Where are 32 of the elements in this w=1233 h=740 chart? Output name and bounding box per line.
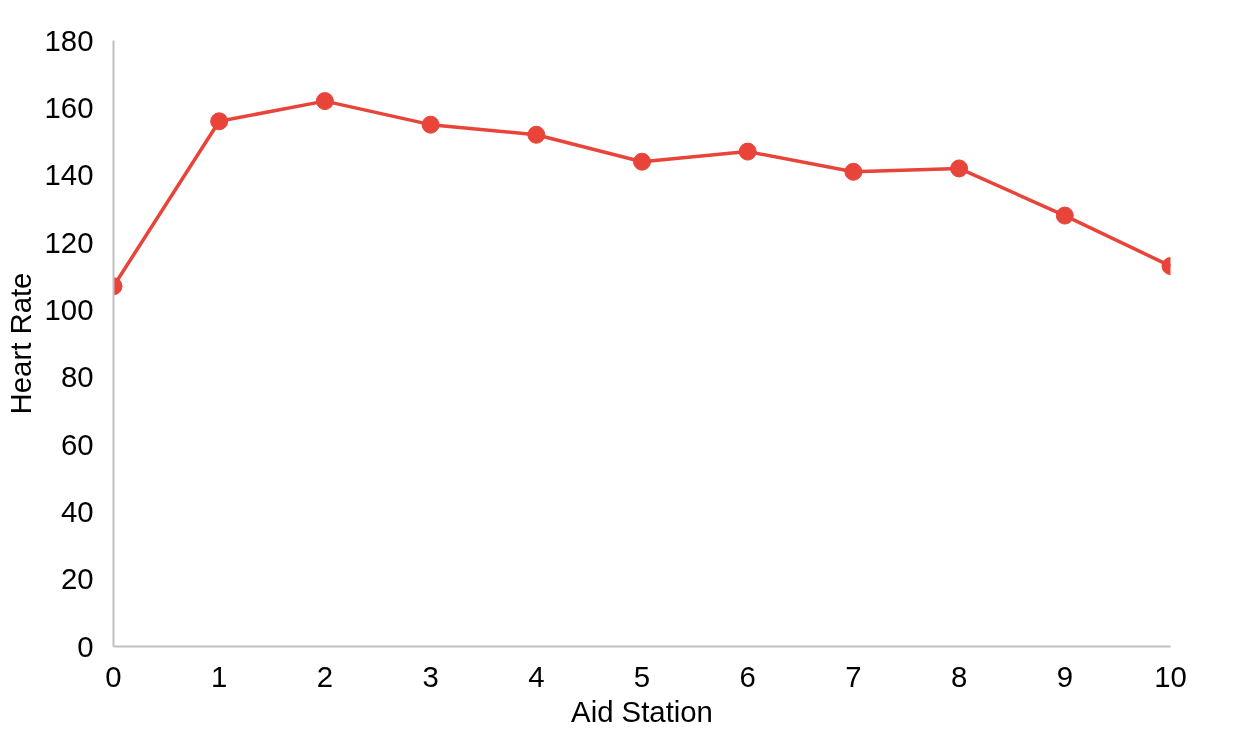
y-tick-label: 140 [44, 158, 94, 192]
x-tick-label: 0 [105, 659, 122, 693]
y-tick-label: 100 [44, 292, 94, 326]
x-tick-label: 5 [633, 659, 651, 693]
x-tick-label: 1 [211, 659, 228, 693]
x-tick-label: 6 [739, 659, 756, 693]
point [633, 152, 651, 171]
y-axis-title: Heart Rate [3, 272, 37, 415]
y-tick-label: 20 [60, 562, 94, 596]
x-tick-label: 8 [950, 659, 968, 693]
x-tick-label: 10 [1154, 659, 1187, 693]
point [844, 162, 863, 181]
y-tick-label: 0 [77, 629, 94, 663]
x-tick-label: 3 [422, 659, 439, 693]
point [527, 125, 546, 144]
x-tick-label: 2 [316, 659, 334, 693]
x-tick-label: 9 [1056, 659, 1073, 693]
point [315, 92, 334, 111]
y-tick-label: 120 [44, 225, 94, 259]
x-axis-title: Aid Station [571, 694, 713, 728]
y-tick-label: 60 [60, 427, 94, 461]
point [738, 142, 757, 161]
y-tick-label: 160 [44, 90, 94, 124]
x-tick-label: 7 [845, 659, 862, 693]
y-tick-label: 80 [60, 360, 94, 394]
point [1055, 206, 1074, 225]
point [210, 112, 229, 131]
y-tick-label: 40 [60, 494, 94, 528]
point [950, 159, 969, 178]
x-tick-label: 4 [528, 659, 545, 693]
y-tick-label: 180 [44, 23, 94, 57]
point [421, 115, 440, 134]
